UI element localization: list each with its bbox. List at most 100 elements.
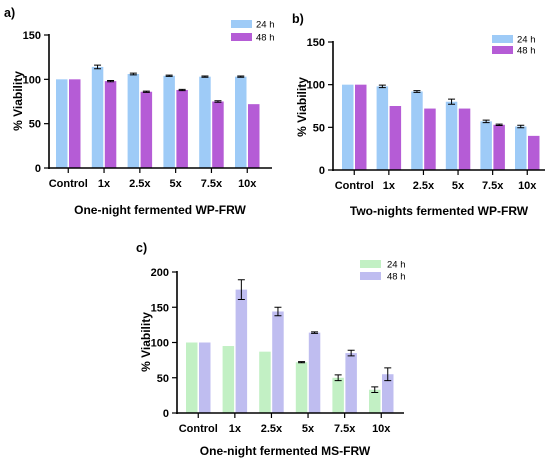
- panel-b-bar-24h-5x: [445, 101, 458, 170]
- panel-a-error-bar-48h-5x: [178, 88, 186, 92]
- panel-a-bar-48h-control: [69, 79, 81, 168]
- panel-b-label: b): [292, 12, 304, 26]
- panel-b-x-tick-label-control: Control: [335, 180, 374, 192]
- panel-a-y-tick-label-100: 100: [23, 74, 41, 86]
- panel-b-legend: 24 h 48 h: [492, 35, 536, 57]
- panel-a-y-tick-label-150: 150: [23, 30, 41, 42]
- panel-b-x-tick-label-1x: 1x: [383, 180, 396, 192]
- panel-a-y-tick-label-50: 50: [29, 119, 41, 131]
- panel-b-plot: 0 50 100 150 Control 1x 2.5x 5x 7.5x 10x: [307, 37, 545, 192]
- panel-b-error-bar-24h-7.5x: [482, 119, 490, 124]
- panel-a-legend-label-24h: 24 h: [256, 20, 275, 31]
- panel-b-y-tick-label-50: 50: [313, 122, 325, 134]
- panel-a-x-tick-label-1x: 1x: [98, 178, 111, 190]
- panel-a-x-tick-label-7.5x: 7.5x: [201, 178, 223, 190]
- panel-b-x-tick-label-2.5x: 2.5x: [413, 180, 435, 192]
- panel-c-legend-label-48h: 48 h: [387, 272, 406, 283]
- panel-a-y-tick-label-0: 0: [35, 163, 41, 175]
- panel-b-legend-swatch-48h: [492, 46, 513, 54]
- panel-b-ylabel: % Viability: [295, 77, 309, 137]
- panel-b-x-tick-label-7.5x: 7.5x: [482, 180, 504, 192]
- panel-b-bar-24h-1x: [376, 86, 389, 170]
- panel-c-bar-24h-7.5x: [332, 377, 344, 413]
- panel-c-xlabel: One-night fermented MS-FRW: [200, 444, 371, 458]
- panel-a-bar-24h-7.5x: [199, 76, 211, 168]
- panel-a-legend-swatch-48h: [231, 33, 252, 41]
- panel-a-bar-24h-5x: [163, 75, 175, 168]
- panel-b-bar-48h-2.5x: [424, 108, 436, 170]
- panel-b-xlabel: Two-nights fermented WP-FRW: [350, 204, 529, 218]
- panel-c-error-bar-24h-5x: [298, 361, 306, 364]
- panel-a-plot: 0 50 100 150 Control 1x 2.5x 5x 7.5x 10x: [23, 30, 272, 190]
- panel-a-bar-48h-10x: [248, 104, 260, 168]
- panel-c-x-tick-label-1x: 1x: [229, 423, 242, 435]
- panel-c-error-bar-48h-2.5x: [274, 306, 282, 317]
- panel-a-bar-48h-2.5x: [140, 91, 153, 168]
- panel-b-bar-24h-2.5x: [411, 91, 423, 170]
- panel-b-y-tick-label-150: 150: [307, 37, 325, 49]
- panel-b-bar-24h-7.5x: [480, 121, 492, 170]
- panel-c-error-bar-48h-1x: [237, 279, 245, 300]
- panel-a-x-tick-label-control: Control: [49, 178, 88, 190]
- panel-c-x-tick-label-5x: 5x: [302, 423, 315, 435]
- panel-a-bar-48h-5x: [176, 89, 188, 168]
- panel-b-x-tick-label-5x: 5x: [452, 180, 465, 192]
- panel-c-y-tick-label-50: 50: [157, 373, 169, 385]
- panel-c-legend-swatch-24h: [360, 260, 381, 268]
- panel-b-bar-48h-1x: [389, 106, 402, 170]
- panel-c-bar-48h-10x: [382, 374, 394, 413]
- panel-a-bar-24h-control: [56, 79, 68, 168]
- panel-a-label: a): [4, 6, 15, 20]
- panel-a-error-bar-48h-1x: [107, 79, 115, 83]
- panel-c-bar-48h-2.5x: [272, 311, 284, 413]
- panel-b-error-bar-24h-10x: [517, 124, 525, 129]
- panel-a-legend-swatch-24h: [231, 20, 252, 28]
- panel-c-error-bar-48h-7.5x: [347, 349, 355, 357]
- panel-c-plot: 0 50 100 150 200 Control 1x 2.5x 5x 7.5x 10x: [151, 267, 404, 435]
- panel-c-legend-label-24h: 24 h: [387, 260, 406, 271]
- panel-a-error-bar-24h-1x: [94, 64, 102, 70]
- panel-c-error-bar-48h-10x: [384, 367, 392, 382]
- panel-c-bar-24h-1x: [222, 346, 235, 413]
- panel-a-bar-24h-1x: [91, 66, 104, 168]
- panel-b-legend-label-24h: 24 h: [517, 35, 536, 46]
- panel-b-error-bar-24h-2.5x: [413, 90, 421, 93]
- panel-c-legend-swatch-48h: [360, 272, 381, 280]
- panel-b-x-tick-label-10x: 10x: [518, 180, 537, 192]
- panel-b-bar-48h-7.5x: [493, 124, 505, 170]
- panel-c-y-tick-label-200: 200: [151, 267, 169, 279]
- panel-c-y-tick-label-0: 0: [163, 408, 169, 420]
- panel-a-legend: 24 h 48 h: [231, 20, 275, 44]
- panel-b-y-tick-label-0: 0: [319, 165, 325, 177]
- panel-a-error-bar-48h-2.5x: [142, 90, 150, 93]
- panel-b-bar-48h-10x: [528, 135, 540, 170]
- panel-c-x-tick-label-2.5x: 2.5x: [261, 423, 283, 435]
- panel-c-bar-48h-control: [199, 342, 211, 413]
- panel-a-x-tick-label-5x: 5x: [170, 178, 183, 190]
- panel-a-bar-48h-1x: [104, 81, 117, 168]
- panel-a-x-tick-label-2.5x: 2.5x: [129, 178, 151, 190]
- panel-c-y-tick-label-100: 100: [151, 338, 169, 350]
- panel-c: c) % Viability One-night fermented MS-FR…: [136, 241, 406, 458]
- panel-c-error-bar-24h-7.5x: [334, 374, 342, 382]
- panel-b-y-tick-label-100: 100: [307, 80, 325, 92]
- panel-b-legend-label-48h: 48 h: [517, 46, 536, 57]
- panel-a-error-bar-24h-2.5x: [129, 72, 137, 76]
- panel-b-legend-swatch-24h: [492, 35, 513, 43]
- panel-c-y-tick-label-150: 150: [151, 302, 169, 314]
- panel-b: b) % Viability Two-nights fermented WP-F…: [292, 12, 545, 218]
- panel-a-bar-24h-10x: [235, 76, 247, 168]
- panel-a-xlabel: One-night fermented WP-FRW: [74, 203, 246, 217]
- panel-c-bar-24h-5x: [295, 362, 308, 413]
- panel-a-error-bar-24h-5x: [165, 74, 173, 77]
- panel-a-error-bar-48h-7.5x: [214, 100, 222, 103]
- panel-c-ylabel: % Viability: [139, 312, 153, 372]
- panel-c-legend: 24 h 48 h: [360, 260, 406, 283]
- panel-a-ylabel: % Viability: [11, 71, 25, 131]
- panel-a-bar-48h-7.5x: [212, 101, 224, 168]
- panel-b-bar-48h-control: [355, 84, 367, 170]
- panel-a-legend-label-48h: 48 h: [256, 33, 275, 44]
- panel-c-bar-48h-7.5x: [345, 353, 357, 413]
- panel-c-bar-24h-10x: [369, 389, 381, 413]
